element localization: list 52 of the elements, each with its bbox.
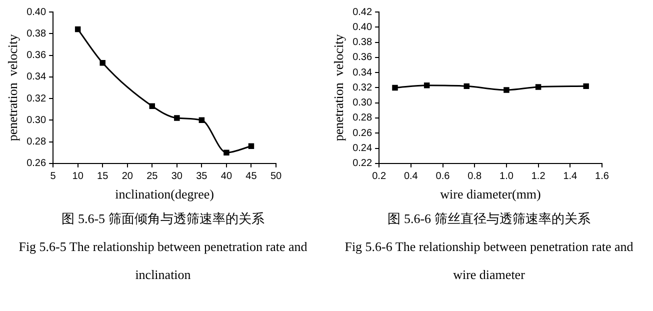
point — [149, 103, 156, 109]
x-tick-label: 0.8 — [468, 171, 482, 182]
x-tick-label: 0.6 — [436, 171, 450, 182]
y-tick-label: 0.36 — [352, 52, 372, 64]
y-tick-label: 0.38 — [26, 28, 46, 40]
y-tick-label: 0.36 — [26, 50, 46, 62]
x-tick-label: 15 — [97, 171, 109, 182]
point — [74, 26, 81, 32]
x-tick-label: 20 — [122, 171, 134, 182]
point — [100, 60, 106, 66]
y-tick-label: 0.40 — [352, 22, 372, 33]
y-tick-label: 0.34 — [26, 72, 46, 83]
x-tick-label: 1.2 — [531, 171, 546, 182]
y-tick-label: 0.32 — [352, 82, 372, 94]
x-tick-label: 1.6 — [595, 171, 610, 182]
y-tick-label: 0.30 — [26, 114, 46, 126]
y-tick-label: 0.26 — [352, 128, 372, 139]
y-tick-label: 0.30 — [352, 98, 372, 109]
point — [174, 115, 180, 121]
y-axis-title: penetration velocity — [5, 34, 20, 142]
caption: Fig 5.6-6 The relationship between penetration rate and wire diameter — [344, 238, 634, 284]
x-axis-title: wire diameter(mm) — [440, 186, 541, 202]
point — [198, 117, 205, 124]
x-tick-label: 0.4 — [404, 171, 418, 182]
x-tick-label: 1.4 — [563, 171, 578, 182]
x-tick-label: 40 — [220, 171, 232, 182]
caption: Fig 5.6-5 The relationship between penetration rate and inclination — [18, 238, 308, 284]
y-tick-label: 0.42 — [352, 6, 372, 18]
y-tick-label: 0.32 — [26, 93, 46, 104]
y-axis-title: penetration velocity — [331, 34, 346, 142]
y-tick-label: 0.38 — [352, 37, 372, 48]
y-tick-label: 0.24 — [352, 143, 372, 154]
x-tick-label: 0.2 — [372, 171, 386, 182]
x-tick-label: 45 — [246, 171, 258, 182]
y-tick-label: 0.34 — [352, 67, 372, 78]
y-tick-label: 0.40 — [26, 6, 46, 18]
x-tick-label: 10 — [72, 171, 84, 182]
y-tick-label: 0.28 — [352, 112, 372, 124]
caption: 图 5.6-6 筛丝直径与透筛速率的关系 — [386, 210, 592, 228]
x-tick-label: 1.0 — [500, 171, 514, 182]
point — [248, 143, 254, 149]
y-tick-label: 0.26 — [26, 158, 46, 170]
y-tick-label: 0.28 — [26, 136, 46, 148]
x-tick-label: 30 — [171, 171, 183, 182]
x-tick-label: 25 — [146, 171, 158, 182]
caption: 图 5.6-5 筛面倾角与透筛速率的关系 — [60, 210, 266, 228]
point — [224, 150, 230, 156]
y-tick-label: 0.22 — [352, 158, 372, 170]
x-tick-label: 50 — [270, 171, 282, 182]
x-axis-title: inclination(degree) — [115, 186, 214, 202]
x-tick-label: 35 — [196, 171, 208, 182]
x-tick-label: 5 — [50, 171, 56, 182]
